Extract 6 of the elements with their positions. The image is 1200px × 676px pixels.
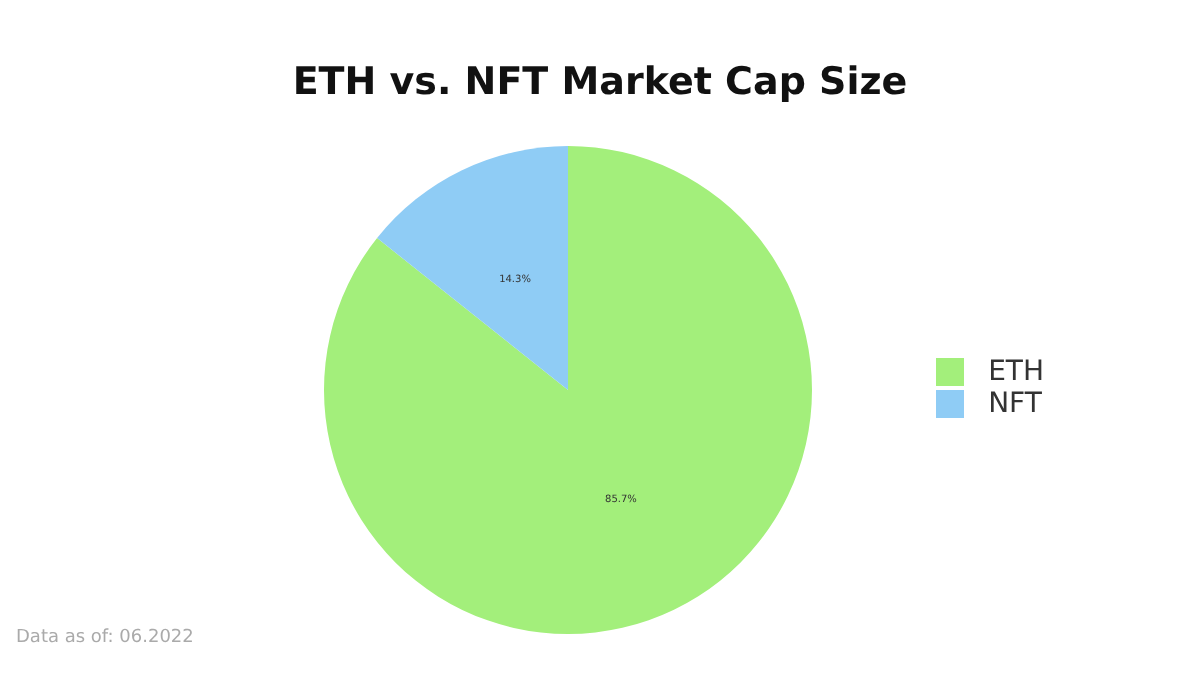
- text: Data as of: 06.2022: [16, 628, 194, 648]
- legend-label: NFT: [988, 388, 1042, 420]
- pie-slice: [377, 146, 568, 390]
- pie-slice: [324, 146, 812, 634]
- chart-title: ETH vs. NFT Market Cap Size: [290, 58, 910, 108]
- legend-label: ETH: [988, 356, 1044, 388]
